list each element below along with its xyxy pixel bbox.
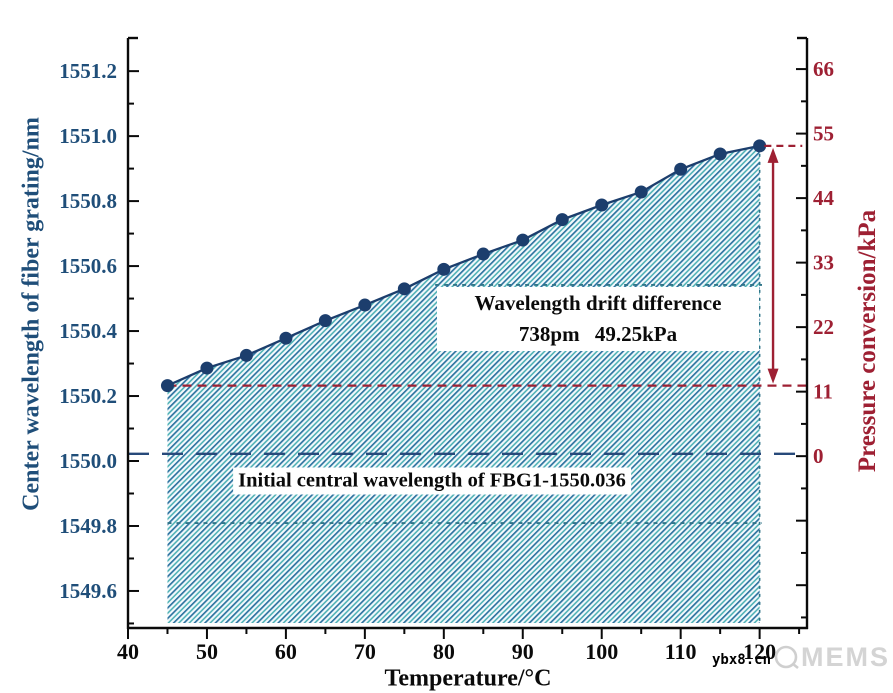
data-point [279,331,293,345]
tick-label: 40 [117,639,139,664]
tick-label: 90 [512,639,534,664]
data-point [753,139,767,153]
drift-annotation-box: Wavelength drift difference 738pm 49.25k… [437,287,759,351]
data-point [358,298,372,312]
right-axis-ticks [796,68,807,619]
tick-label: 110 [665,639,697,664]
tick-label: 11 [813,380,833,404]
tick-label: 50 [196,639,218,664]
right-axis-title: Pressure conversion/kPa [854,209,881,473]
tick-label: 0 [813,444,824,468]
x-axis-ticks [127,628,801,639]
tick-label: 70 [354,639,376,664]
data-curve [167,144,760,387]
tick-label: 55 [813,122,834,146]
tick-label: 1549.6 [59,579,117,603]
data-point [239,348,253,362]
tick-label: 80 [433,639,455,664]
tick-label: 1549.8 [59,514,117,538]
tick-label: 33 [813,251,834,275]
left-axis-ticks [128,70,139,625]
tick-label: 1551.0 [59,124,117,148]
left-axis-title: Center wavelength of fiber grating/nm [18,117,45,511]
tick-label: 1550.6 [59,254,117,278]
data-point [674,162,688,176]
tick-label: 1550.0 [59,449,117,473]
data-point [634,185,648,199]
data-point [397,282,411,296]
data-point [476,247,490,261]
data-point [595,198,609,212]
data-point [437,262,451,276]
tick-label: 1550.4 [59,319,117,343]
data-point [713,147,727,161]
tick-label: 44 [813,186,835,210]
hatched-area [167,145,760,623]
tick-label: 22 [813,315,834,339]
tick-label: 120 [743,639,776,664]
data-point [200,361,214,375]
drift-annotation-line1: Wavelength drift difference [474,291,722,315]
tick-label: 100 [585,639,618,664]
data-point [318,314,332,328]
data-point [555,213,569,227]
data-points [160,139,767,393]
data-point [160,379,174,393]
tick-label: 1551.2 [59,59,117,83]
tick-label: 66 [813,57,834,81]
x-axis-title: Temperature/°C [384,665,552,692]
data-point [516,233,530,247]
initial-wavelength-label: Initial central wavelength of FBG1-1550.… [233,467,631,495]
tick-label: 1550.2 [59,384,117,408]
tick-label: 1550.8 [59,189,117,213]
drift-arrow [764,144,803,384]
drift-annotation-line2: 738pm 49.25kPa [518,322,678,346]
tick-label: 60 [275,639,297,664]
